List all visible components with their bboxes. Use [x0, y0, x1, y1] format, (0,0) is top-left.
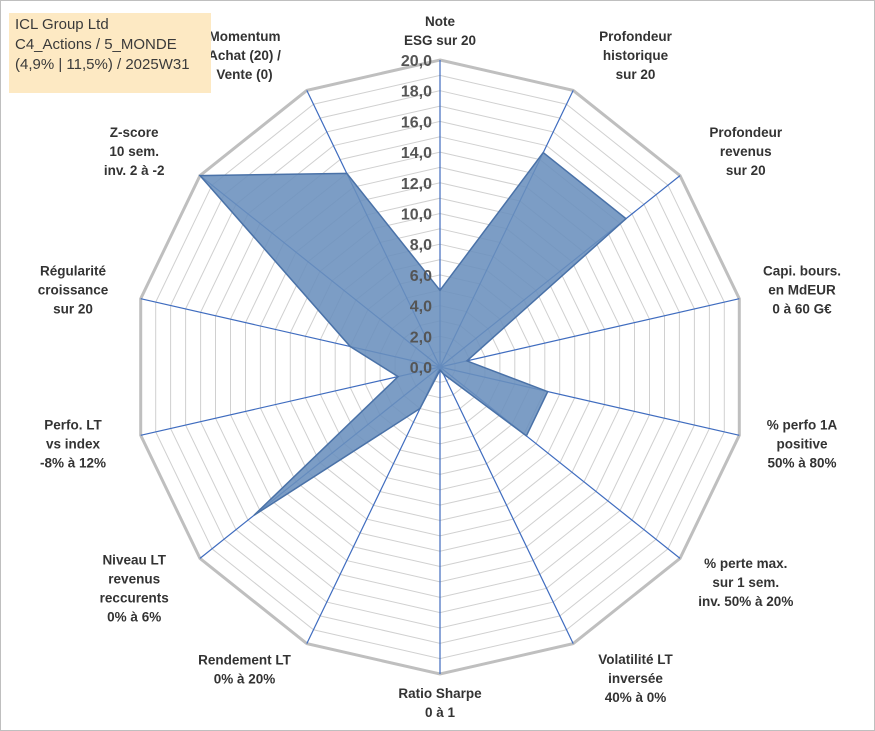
axis-label-line: 0 à 1: [425, 705, 456, 720]
axis-label-line: en MdEUR: [768, 283, 836, 298]
axis-label-line: 0% à 20%: [214, 672, 276, 687]
series-area: [198, 151, 628, 516]
axis-label-line: Achat (20) /: [208, 48, 281, 63]
axis-label-line: Perfo. LT: [44, 417, 102, 432]
tick-label: 6,0: [410, 268, 432, 285]
axis-label-line: 40% à 0%: [605, 690, 667, 705]
axis-label: Momentum Achat (20) / Vente (0): [208, 29, 281, 82]
tick-label: 4,0: [410, 299, 432, 316]
axis-label: Profondeur revenus sur 20: [709, 125, 782, 178]
axis-label-line: Capi. bours.: [763, 264, 841, 279]
axis-label-line: croissance: [38, 283, 109, 298]
tick-label: 12,0: [401, 176, 432, 193]
axis-label: Profondeur historique sur 20: [599, 29, 672, 82]
axis-label: Z-score 10 sem. inv. 2 à -2: [104, 125, 165, 178]
tick-label: 0,0: [410, 360, 432, 377]
axis-label-line: revenus: [108, 571, 160, 586]
axis-label-line: vs index: [46, 436, 101, 451]
axis-label-line: Z-score: [110, 125, 159, 140]
axis-label-line: Profondeur: [599, 29, 672, 44]
spoke: [439, 298, 740, 368]
axis-label-line: Régularité: [40, 264, 107, 279]
axis-label-line: sur 20: [726, 163, 766, 178]
axis-label: Niveau LT revenus reccurents 0% à 6%: [100, 552, 169, 624]
spoke: [140, 366, 441, 436]
axis-label-line: Ratio Sharpe: [398, 686, 482, 701]
axis-label-line: -8% à 12%: [40, 455, 106, 470]
spoke: [306, 366, 441, 644]
chart-subtitle-1: C4_Actions / 5_MONDE: [15, 36, 177, 53]
axis-label: % perte max. sur 1 sem. inv. 50% à 20%: [698, 556, 793, 609]
axis-label-line: 0 à 60 G€: [772, 302, 832, 317]
axis-label-line: Momentum: [209, 29, 281, 44]
axis-label: Rendement LT 0% à 20%: [198, 653, 292, 687]
axis-label-line: inversée: [608, 671, 663, 686]
axis-label-line: Profondeur: [709, 125, 782, 140]
axis-label-line: Rendement LT: [198, 653, 292, 668]
axis-label-line: ESG sur 20: [404, 33, 476, 48]
axis-label-line: Volatilité LT: [598, 652, 673, 667]
axis-label-line: Niveau LT: [102, 552, 166, 567]
axis-label-line: 10 sem.: [109, 144, 159, 159]
axis-label: Régularité croissance sur 20: [38, 264, 109, 317]
axis-label-line: sur 20: [53, 302, 93, 317]
tick-label: 16,0: [401, 114, 432, 131]
tick-label: 20,0: [401, 53, 432, 70]
axis-label-line: inv. 2 à -2: [104, 163, 165, 178]
tick-label: 8,0: [410, 237, 432, 254]
axis-labels: Note ESG sur 20 Profondeur historique sur 20…: [38, 14, 841, 720]
title-box: ICL Group Ltd C4_Actions / 5_MONDE (4,9%…: [9, 13, 211, 93]
axis-label-line: 50% à 80%: [767, 455, 836, 470]
axis-label: Note ESG sur 20: [404, 14, 476, 48]
axis-label: Capi. bours. en MdEUR 0 à 60 G€: [763, 264, 841, 317]
axis-label-line: sur 20: [616, 67, 656, 82]
axis-label-line: % perfo 1A: [767, 417, 838, 432]
axis-label-line: Note: [425, 14, 455, 29]
axis-label-line: historique: [603, 48, 669, 63]
axis-label-line: 0% à 6%: [107, 609, 161, 624]
tick-labels: 0,0 2,0 4,0 6,0 8,0 10,0 12,0 14,0 16,0 18,0 20,0: [401, 53, 432, 377]
tick-label: 18,0: [401, 84, 432, 101]
axis-label-line: % perte max.: [704, 556, 787, 571]
axis-label-line: sur 1 sem.: [712, 575, 779, 590]
axis-label: Volatilité LT inversée 40% à 0%: [598, 652, 673, 705]
axis-label-line: Vente (0): [216, 67, 272, 82]
axis-label-line: revenus: [720, 144, 772, 159]
axis-label: Perfo. LT vs index -8% à 12%: [40, 417, 106, 470]
axis-label-line: inv. 50% à 20%: [698, 594, 793, 609]
chart-title: ICL Group Ltd: [15, 16, 109, 33]
axis-label: Ratio Sharpe 0 à 1: [398, 686, 482, 720]
axis-label-line: reccurents: [100, 590, 169, 605]
chart-subtitle-2: (4,9% | 11,5%) / 2025W31: [15, 56, 190, 73]
axis-label: % perfo 1A positive 50% à 80%: [767, 417, 838, 470]
axis-label-line: positive: [776, 436, 828, 451]
tick-label: 2,0: [410, 329, 432, 346]
tick-label: 14,0: [401, 145, 432, 162]
spoke: [439, 366, 574, 644]
tick-label: 10,0: [401, 207, 432, 224]
